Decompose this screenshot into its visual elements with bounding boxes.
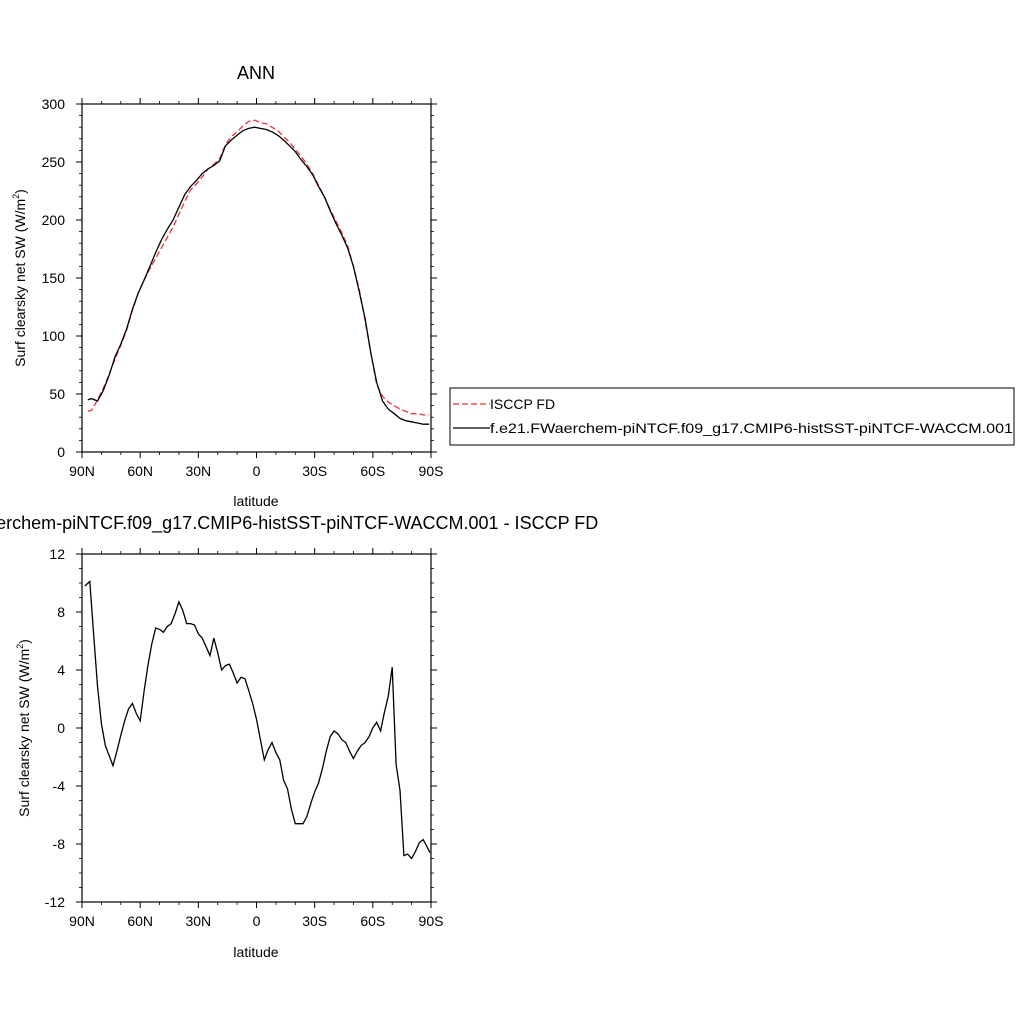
bottom-x-tick-label: 30S	[302, 913, 327, 929]
bottom-x-tick-label: 60S	[360, 913, 385, 929]
top-series-line-0	[87, 119, 430, 416]
top-x-tick-label: 90N	[69, 463, 95, 479]
bottom-chart-title: f.e21.FWaerchem-piNTCF.f09_g17.CMIP6-his…	[0, 513, 598, 534]
top-plot-frame	[81, 103, 432, 453]
legend-label-model: f.e21.FWaerchem-piNTCF.f09_g17.CMIP6-his…	[490, 420, 1013, 436]
top-series-line-1	[87, 126, 430, 425]
top-x-tick-label: 60N	[127, 463, 153, 479]
bottom-y-tick-label: -4	[53, 778, 66, 794]
top-chart-title: ANN	[237, 63, 275, 83]
top-y-tick-label: 200	[42, 212, 66, 228]
legend-label-isccp: ISCCP FD	[490, 396, 555, 412]
bottom-x-tick-label: 90N	[69, 913, 95, 929]
bottom-y-tick-label: -12	[45, 894, 65, 910]
top-x-tick-label: 30N	[185, 463, 211, 479]
top-ticks	[76, 98, 437, 458]
top-y-axis-label: Surf clearsky net SW (W/m2)	[11, 189, 28, 367]
bottom-tick-labels: 90N 60N 30N 0 30S 60S 90S -12 -8 -4 0 4 8 12	[45, 546, 444, 929]
bottom-y-axis-label: Surf clearsky net SW (W/m2)	[15, 639, 32, 817]
bottom-x-tick-label: 90S	[419, 913, 444, 929]
bottom-series-group	[84, 580, 431, 860]
top-y-tick-label: 250	[42, 154, 66, 170]
legend: ISCCP FD f.e21.FWaerchem-piNTCF.f09_g17.…	[449, 387, 1015, 446]
top-x-tick-label: 60S	[360, 463, 385, 479]
top-x-tick-label: 0	[253, 463, 261, 479]
bottom-x-axis-label: latitude	[233, 944, 278, 960]
top-y-tick-label: 100	[42, 328, 66, 344]
top-y-tick-label: 0	[57, 444, 65, 460]
bottom-x-tick-label: 30N	[185, 913, 211, 929]
bottom-x-tick-label: 0	[253, 913, 261, 929]
legend-box	[449, 387, 1015, 446]
top-y-tick-label: 150	[42, 270, 66, 286]
top-panel: ANN 90N 60N 30N 0 30S 60S 90S 0 50 100 150 200 250 30…	[11, 63, 443, 509]
top-tick-labels: 90N 60N 30N 0 30S 60S 90S 0 50 100 150 200 250 300	[42, 96, 444, 479]
top-y-tick-label: 300	[42, 96, 66, 112]
top-x-tick-label: 30S	[302, 463, 327, 479]
bottom-y-tick-label: 12	[49, 546, 65, 562]
bottom-y-tick-label: -8	[53, 836, 66, 852]
top-y-tick-label: 50	[49, 386, 65, 402]
bottom-x-tick-label: 60N	[127, 913, 153, 929]
top-x-axis-label: latitude	[233, 493, 278, 509]
top-x-tick-label: 90S	[419, 463, 444, 479]
bottom-y-tick-label: 8	[57, 604, 65, 620]
bottom-y-tick-label: 4	[57, 662, 65, 678]
bottom-ticks	[76, 548, 437, 908]
bottom-panel: f.e21.FWaerchem-piNTCF.f09_g17.CMIP6-his…	[0, 513, 598, 960]
bottom-series-line-0	[84, 580, 431, 860]
bottom-y-tick-label: 0	[57, 720, 65, 736]
top-series-group	[87, 119, 430, 425]
